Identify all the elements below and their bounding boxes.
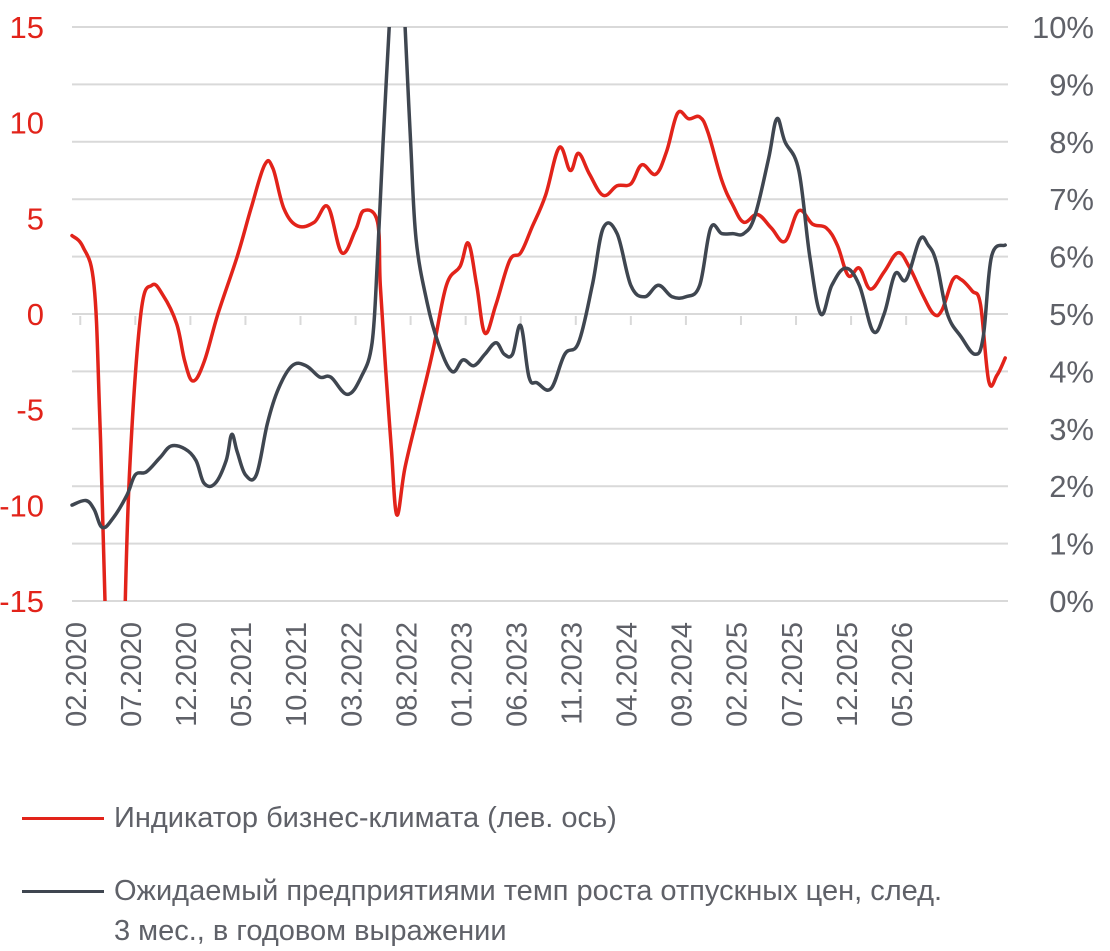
right-axis-tick-label: 4% — [1049, 354, 1094, 389]
x-axis-tick-label: 03.2022 — [336, 622, 368, 727]
right-axis-tick-label: 6% — [1049, 240, 1094, 275]
x-axis-tick-label: 04.2024 — [612, 622, 644, 727]
line-chart: 15 10 5 0 -5 -10 -15 10% 9% 8% 7% 6% 5% 4% 3% 2% 1% 0% 0… — [0, 10, 1094, 727]
right-axis-tick-label: 7% — [1049, 182, 1094, 217]
right-axis-tick-label: 1% — [1049, 527, 1094, 562]
legend-label-price-expectations-line1: Ожидаемый предприятиями темп роста отпус… — [114, 875, 943, 907]
right-axis-tick-label: 0% — [1049, 584, 1094, 619]
x-axis-tick-label: 12.2025 — [832, 622, 864, 727]
left-axis-tick-label: 10 — [10, 106, 44, 141]
right-axis-tick-label: 9% — [1049, 67, 1094, 102]
left-axis-tick-label: -5 — [16, 393, 44, 428]
x-axis-tick-label: 11.2023 — [557, 622, 589, 725]
left-axis-tick-label: -10 — [0, 488, 44, 523]
left-axis-tick-label: 15 — [10, 10, 44, 45]
right-axis-tick-label: 5% — [1049, 297, 1094, 332]
legend-label-price-expectations-line2: 3 мес., в годовом выражении — [114, 915, 507, 947]
legend-swatch-gray — [22, 890, 104, 893]
right-axis-tick-label: 8% — [1049, 125, 1094, 160]
left-axis-labels: 15 10 5 0 -5 -10 -15 — [0, 10, 44, 619]
x-axis-tick-label: 05.2021 — [226, 622, 258, 727]
series-line-business-climate — [70, 109, 1007, 601]
x-axis-tick-label: 02.2020 — [61, 622, 93, 727]
left-axis-tick-label: 5 — [27, 201, 44, 236]
x-axis-tick-marks — [79, 316, 908, 325]
right-axis-labels: 10% 9% 8% 7% 6% 5% 4% 3% 2% 1% 0% — [1032, 10, 1094, 619]
series-line-price-expectations — [70, 27, 1007, 530]
x-axis-tick-label: 12.2020 — [171, 622, 203, 727]
left-axis-tick-label: 0 — [27, 297, 44, 332]
x-axis-tick-label: 05.2026 — [887, 622, 919, 727]
right-axis-tick-label: 3% — [1049, 412, 1094, 447]
x-axis-tick-label: 07.2025 — [777, 622, 809, 727]
gridlines — [72, 26, 1008, 602]
legend-label-business-climate: Индикатор бизнес-климата (лев. ось) — [114, 802, 617, 834]
x-axis-tick-label: 06.2023 — [501, 622, 533, 727]
x-axis-tick-label: 10.2021 — [281, 622, 313, 727]
legend-swatch-red — [22, 817, 104, 820]
x-axis-labels: 02.2020 07.2020 12.2020 05.2021 10.2021 03.20… — [61, 622, 919, 727]
x-axis-tick-label: 07.2020 — [116, 622, 148, 727]
x-axis-tick-label: 02.2025 — [722, 622, 754, 727]
right-axis-tick-label: 10% — [1032, 10, 1094, 45]
left-axis-tick-label: -15 — [0, 584, 44, 619]
series-lines — [70, 27, 1007, 601]
x-axis-tick-label: 01.2023 — [446, 622, 478, 727]
x-axis-tick-label: 08.2022 — [391, 622, 423, 727]
right-axis-tick-label: 2% — [1049, 469, 1094, 504]
x-axis-tick-label: 09.2024 — [667, 622, 699, 727]
